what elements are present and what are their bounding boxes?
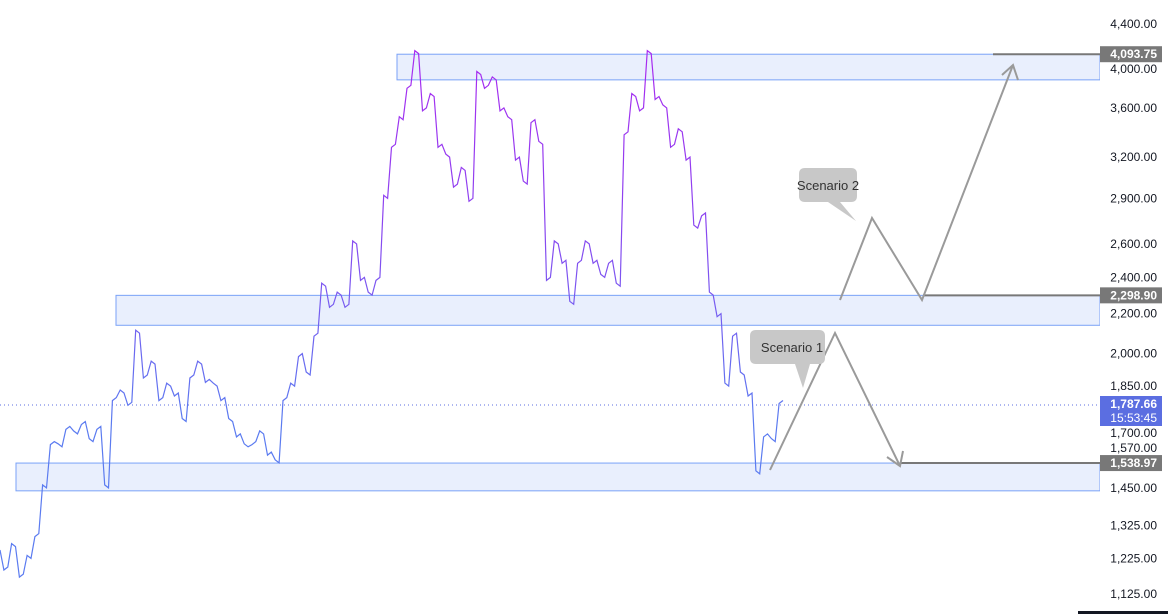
- price-line: [0, 49, 784, 579]
- price-label-bg: [1100, 287, 1162, 304]
- zone-1[interactable]: [396, 53, 1101, 81]
- y-tick-label: 1,700.00: [1110, 426, 1157, 440]
- y-tick-label: 1,450.00: [1110, 481, 1157, 495]
- scenario-1-arrowhead: [886, 450, 904, 468]
- y-tick-label: 2,900.00: [1110, 191, 1157, 205]
- scenario-2-label: Scenario 2: [797, 178, 859, 193]
- zone-2[interactable]: [115, 294, 1101, 326]
- price-axis[interactable]: 4,400.00 4,000.00 3,600.00 3,200.00 2,900.00…: [1100, 0, 1168, 614]
- y-tick-label: 3,600.00: [1110, 101, 1157, 115]
- scenario-1-path: [769, 330, 901, 471]
- scenario-1-label: Scenario 1: [761, 340, 823, 355]
- price-label-bg: [1100, 46, 1162, 63]
- zone-3[interactable]: [15, 462, 1101, 492]
- y-tick-label: 1,125.00: [1110, 587, 1157, 601]
- y-tick-label: 4,400.00: [1110, 17, 1157, 31]
- scenario-2-callout[interactable]: Scenario 2: [797, 168, 859, 221]
- scenario-2-arrowhead: [1001, 63, 1019, 81]
- y-tick-label: 4,000.00: [1110, 62, 1157, 76]
- y-tick-label: 2,600.00: [1110, 237, 1157, 251]
- axis-background: [1100, 0, 1168, 614]
- last-price-label: 1,787.66: [1110, 397, 1157, 411]
- price-label: 2,298.90: [1110, 288, 1157, 302]
- axis-bottom-bar: [1078, 611, 1168, 614]
- scenario-1-callout[interactable]: Scenario 1: [750, 330, 825, 388]
- price-label: 4,093.75: [1110, 47, 1157, 61]
- y-tick-label: 1,225.00: [1110, 551, 1157, 565]
- y-tick-label: 3,200.00: [1110, 150, 1157, 164]
- y-tick-label: 2,200.00: [1110, 307, 1157, 321]
- y-tick-label: 1,325.00: [1110, 519, 1157, 533]
- countdown-label: 15:53:45: [1110, 411, 1157, 425]
- last-price-label-bg: [1100, 396, 1162, 426]
- y-tick-label: 1,850.00: [1110, 379, 1157, 393]
- price-label-bg: [1100, 455, 1162, 472]
- y-tick-label: 2,400.00: [1110, 270, 1157, 284]
- y-tick-label: 1,570.00: [1110, 441, 1157, 455]
- y-tick-label: 2,000.00: [1110, 347, 1157, 361]
- scenario-2-path: [839, 64, 1014, 303]
- price-label: 1,538.97: [1110, 456, 1157, 470]
